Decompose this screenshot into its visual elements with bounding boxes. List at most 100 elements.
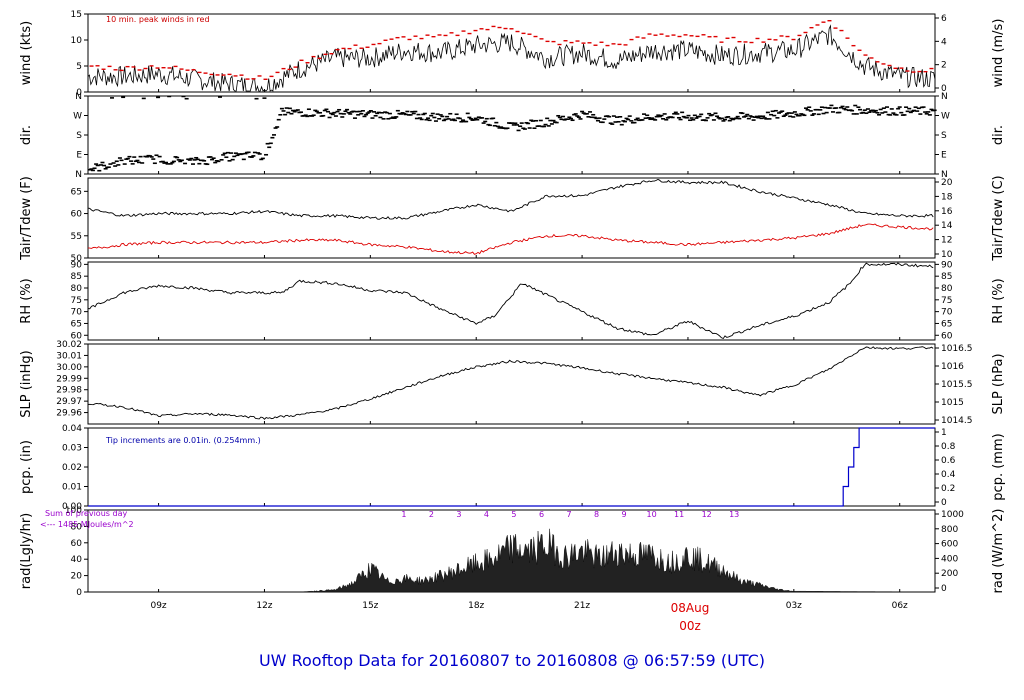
day-label: 08Aug <box>671 601 710 615</box>
solar-hour-label: 8 <box>594 510 599 519</box>
dewpoint-line <box>87 223 934 255</box>
y-tick-label-right: 18 <box>941 192 953 202</box>
solar-hour-label: 10 <box>647 510 657 519</box>
panel-precipitation: pcp. (in) pcp. (mm) 0.00 0.01 0.02 0.03 0.04 0 0… <box>19 424 1006 512</box>
y-tick-label-right: 1000 <box>941 510 964 520</box>
x-tick-label: 09z <box>150 601 166 611</box>
panel-temperature: Tair/Tdew (F) Tair/Tdew (C) 50 55 60 65 10 12 14… <box>19 175 1006 264</box>
y-tick-label: 29.97 <box>56 397 82 407</box>
y-tick-label-right: 0.2 <box>941 484 955 494</box>
y-axis-label-right: rad (W/m^2) <box>991 509 1006 594</box>
y-tick-label-right: E <box>941 151 947 161</box>
rad-sum-value: <--- 1485 MJoules/m^2 <box>40 520 134 529</box>
y-tick-label-right: 1014.5 <box>941 416 973 426</box>
solar-hour-label: 4 <box>484 510 489 519</box>
chart-title: UW Rooftop Data for 20160807 to 20160808… <box>259 651 765 670</box>
y-axis-label: dir. <box>19 125 34 145</box>
y-axis-label-right: Tair/Tdew (C) <box>991 175 1006 261</box>
y-tick-label: 80 <box>71 284 83 294</box>
y-tick-label-right: 0 <box>941 498 947 508</box>
panel-radiation: rad(Lgly/hr) rad (W/m^2)02040608010002004… <box>19 506 1006 598</box>
y-tick-label: 85 <box>71 272 82 282</box>
y-tick-label: 0.03 <box>62 444 82 454</box>
y-tick-label: N <box>75 92 82 102</box>
y-tick-label-right: 0.4 <box>941 470 956 480</box>
y-tick-label: 60 <box>71 331 83 341</box>
y-tick-label: 30.00 <box>56 363 82 373</box>
y-axis-label: RH (%) <box>19 278 34 323</box>
panel-frame <box>87 343 936 425</box>
y-axis-label: SLP (inHg) <box>19 350 34 418</box>
y-tick-label: 0 <box>76 88 82 98</box>
y-tick-label: 0 <box>76 588 82 598</box>
y-tick-label: 80 <box>71 522 83 532</box>
y-tick-label: E <box>76 151 82 161</box>
y-tick-label-right: 85 <box>941 272 952 282</box>
y-tick-label-right: 75 <box>941 296 952 306</box>
rad-sum-annotation: Sum of previous day <box>45 509 127 518</box>
solar-hour-label: 11 <box>674 510 684 519</box>
y-tick-label-right: N <box>941 170 948 180</box>
y-tick-label: 30.01 <box>56 351 82 361</box>
y-tick-label: 29.98 <box>56 386 82 396</box>
y-tick-label-right: 0 <box>941 84 947 94</box>
y-tick-label: 50 <box>71 254 83 264</box>
y-tick-label: 70 <box>71 308 83 318</box>
air-temperature-line <box>87 178 934 220</box>
solar-hour-label: 7 <box>566 510 571 519</box>
y-tick-label: 5 <box>76 62 82 72</box>
y-axis-label: wind (kts) <box>19 21 34 85</box>
solar-hour-label: 2 <box>429 510 434 519</box>
y-tick-label-right: 16 <box>941 207 953 217</box>
y-tick-label: 75 <box>71 296 82 306</box>
y-axis-label-right: dir. <box>991 125 1006 145</box>
y-tick-label: 65 <box>71 187 82 197</box>
y-tick-label-right: 65 <box>941 319 952 329</box>
y-tick-label-right: 12 <box>941 236 952 246</box>
y-tick-label: 100 <box>65 506 82 516</box>
y-tick-label-right: 6 <box>941 14 947 24</box>
y-tick-label-right: 800 <box>941 525 958 535</box>
x-tick-label: 03z <box>786 601 802 611</box>
y-tick-label-right: 1 <box>941 428 947 438</box>
solar-hour-label: 6 <box>539 510 544 519</box>
panel-wind: wind (kts) wind (m/s) 0 5 10 15 0 2 4 6 10 min. pe… <box>19 10 1006 98</box>
y-axis-label-right: pcp. (mm) <box>991 433 1006 500</box>
y-tick-label: 20 <box>71 572 83 582</box>
humidity-line <box>87 262 934 340</box>
solar-hour-label: 9 <box>622 510 627 519</box>
solar-hour-label: 13 <box>729 510 739 519</box>
y-tick-label: 65 <box>71 319 82 329</box>
y-axis-label: Tair/Tdew (F) <box>19 176 34 261</box>
y-tick-label: 0.00 <box>62 502 82 512</box>
x-tick-label: 15z <box>362 601 378 611</box>
y-tick-label: 29.96 <box>56 409 82 419</box>
y-tick-label: 30.02 <box>56 340 82 350</box>
y-axis-label: pcp. (in) <box>19 440 34 494</box>
panel-frame <box>87 177 936 259</box>
y-tick-label-right: N <box>941 92 948 102</box>
radiation-area <box>88 528 935 593</box>
solar-hour-label: 5 <box>511 510 516 519</box>
x-tick-label: 18z <box>468 601 484 611</box>
y-tick-label-right: 1015 <box>941 398 964 408</box>
y-tick-label: 60 <box>71 539 83 549</box>
y-tick-label-right: 60 <box>941 331 953 341</box>
y-tick-label: 40 <box>71 555 83 565</box>
y-tick-label: 0.01 <box>62 483 82 493</box>
x-tick-label: 12z <box>256 601 272 611</box>
solar-hour-label: 1 <box>401 510 406 519</box>
y-tick-label: 0.02 <box>62 463 82 473</box>
y-tick-label: 90 <box>71 260 83 270</box>
x-tick-label: 06z <box>892 601 908 611</box>
y-tick-label: 10 <box>71 36 83 46</box>
y-tick-label-right: 70 <box>941 308 953 318</box>
y-tick-label-right: 14 <box>941 221 953 231</box>
y-tick-label-right: 1015.5 <box>941 380 973 390</box>
y-tick-label: 55 <box>71 232 82 242</box>
tip-annotation: Tip increments are 0.01in. (0.254mm.) <box>105 436 261 445</box>
y-tick-label-right: 1016 <box>941 362 964 372</box>
